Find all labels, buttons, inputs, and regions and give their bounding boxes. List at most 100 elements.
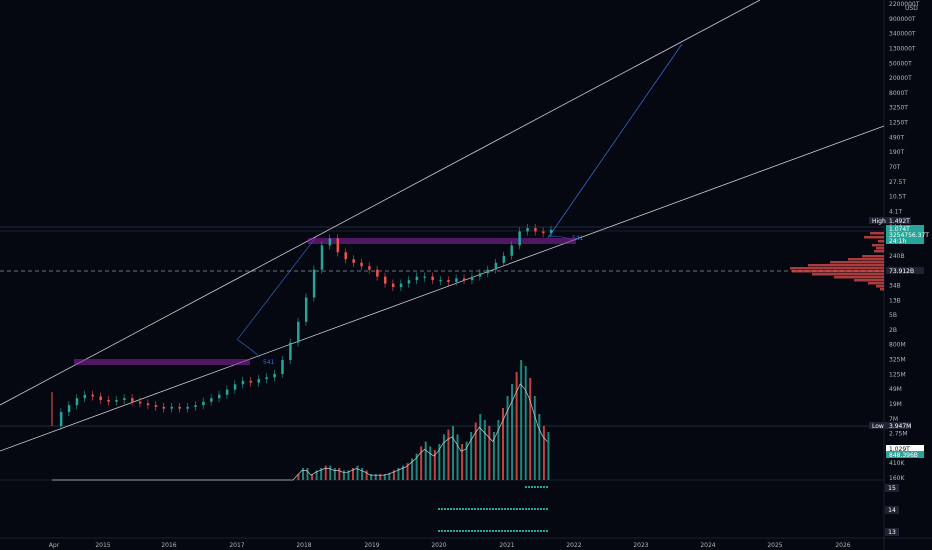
y-tick-label: 27.5T — [889, 179, 906, 186]
indicator-marker — [540, 530, 542, 532]
indicator-marker — [480, 508, 482, 510]
price-tag-label: Low — [872, 423, 884, 430]
volume-profile-bar — [792, 270, 884, 273]
indicator-marker — [444, 530, 446, 532]
price-tag-bg — [869, 422, 911, 429]
indicator-marker — [456, 508, 458, 510]
y-tick-label: 800M — [889, 342, 906, 349]
candle-body — [336, 238, 340, 253]
indicator-marker — [519, 508, 521, 510]
candle-body — [470, 276, 474, 281]
indicator-marker — [534, 486, 536, 488]
indicator-marker — [465, 530, 467, 532]
indicator-marker — [486, 530, 488, 532]
candle-body — [170, 406, 174, 409]
indicator-marker — [474, 508, 476, 510]
indicator-marker — [447, 530, 449, 532]
indicator-marker — [522, 530, 524, 532]
indicator-marker — [531, 508, 533, 510]
projection-line — [547, 43, 683, 239]
indicator-marker — [540, 486, 542, 488]
candle-body — [281, 360, 284, 374]
y-tick-label: 410K — [889, 460, 905, 467]
volume-bar — [433, 450, 436, 480]
y-tick-label: 340000T — [889, 31, 916, 38]
volume-bar — [383, 474, 386, 480]
indicator-marker — [507, 508, 509, 510]
candle-body — [218, 394, 221, 399]
candle-body — [510, 245, 513, 256]
volume-profile-bar — [870, 232, 884, 235]
candle-body — [328, 238, 332, 246]
candle-body — [542, 231, 545, 234]
volume-bar — [547, 432, 550, 480]
volume-bar — [411, 458, 414, 480]
volume-bar — [470, 432, 473, 480]
volume-bar — [492, 432, 495, 480]
candle-body — [463, 278, 466, 281]
candle-body — [123, 398, 126, 400]
x-tick-label: Apr — [49, 542, 60, 549]
volume-bar — [529, 378, 532, 480]
price-tag-bg — [886, 225, 924, 232]
volume-bar — [333, 468, 336, 480]
indicator-marker — [444, 508, 446, 510]
indicator-marker — [498, 530, 500, 532]
purple-zone-2 — [308, 238, 576, 244]
pane-label-bg — [885, 528, 899, 536]
volume-profile-bar — [876, 247, 884, 250]
indicator-marker — [513, 530, 515, 532]
volume-bar — [401, 465, 404, 480]
volume-bar — [311, 474, 314, 480]
y-tick-label: 50000T — [889, 60, 912, 67]
volume-profile-bar — [854, 279, 884, 282]
candle-body — [67, 405, 71, 413]
price-tag-value: 73.912B — [889, 268, 914, 275]
indicator-marker — [546, 508, 548, 510]
indicator-marker — [522, 508, 524, 510]
candle-body — [344, 252, 347, 260]
lower-channel-line — [0, 125, 885, 452]
price-tag-value: 3254756.37T — [889, 232, 929, 239]
indicator-marker — [537, 486, 539, 488]
price-tag-value: 1.492T — [889, 218, 910, 225]
candle-body — [312, 269, 316, 298]
y-tick-label: 130000T — [889, 45, 916, 52]
y-tick-label: 34B — [889, 282, 901, 289]
indicator-marker — [495, 530, 497, 532]
indicator-marker — [516, 530, 518, 532]
indicator-marker — [450, 508, 452, 510]
arc-annotation — [237, 339, 261, 358]
volume-bar — [429, 446, 432, 480]
indicator-marker — [471, 508, 473, 510]
indicator-marker — [471, 530, 473, 532]
candle-body — [526, 228, 529, 232]
candle-body — [107, 399, 110, 402]
candle-body — [154, 405, 158, 407]
volume-bar — [497, 420, 500, 480]
volume-bar — [406, 463, 409, 480]
candle-body — [83, 394, 87, 399]
volume-bar — [474, 422, 477, 480]
indicator-marker — [468, 508, 470, 510]
y-tick-label: 4.1T — [889, 208, 903, 215]
indicator-marker — [453, 530, 455, 532]
indicator-marker — [504, 530, 506, 532]
volume-profile-bar — [876, 285, 884, 288]
volume-bar — [461, 444, 464, 480]
candle-body — [352, 259, 355, 263]
indicator-marker — [462, 508, 464, 510]
y-tick-label: 190T — [889, 149, 904, 156]
volume-profile-bar — [790, 267, 884, 270]
candle-body — [202, 401, 205, 406]
volume-bar — [356, 465, 359, 480]
y-tick-label: 160K — [889, 475, 905, 482]
price-tag-label: High — [872, 218, 886, 225]
indicator-marker — [483, 530, 485, 532]
x-tick-label: 2019 — [364, 542, 379, 549]
volume-profile-bar — [880, 288, 884, 291]
candle-body — [178, 406, 181, 409]
x-tick-label: 2015 — [95, 542, 110, 549]
indicator-marker — [489, 530, 491, 532]
